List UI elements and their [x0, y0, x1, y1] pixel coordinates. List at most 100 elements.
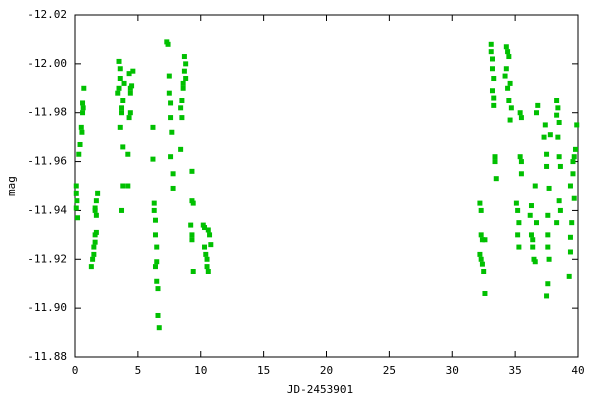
- x-tick-label: 0: [72, 364, 79, 377]
- data-point: [169, 129, 175, 135]
- data-point: [190, 200, 196, 206]
- data-point: [545, 232, 551, 238]
- data-point: [557, 163, 563, 169]
- data-point: [567, 249, 573, 255]
- data-point: [532, 183, 538, 189]
- data-point: [168, 154, 174, 160]
- data-point: [120, 144, 126, 150]
- data-point: [555, 105, 561, 111]
- data-point: [489, 66, 495, 72]
- data-point: [205, 269, 211, 274]
- data-point: [506, 98, 512, 103]
- data-point: [491, 76, 497, 82]
- data-point: [491, 102, 497, 108]
- data-point: [119, 207, 125, 213]
- data-point: [203, 251, 209, 257]
- data-point: [572, 146, 578, 152]
- data-point: [556, 198, 562, 204]
- data-point: [91, 251, 97, 257]
- x-tick-label: 5: [135, 364, 142, 377]
- data-point: [170, 171, 176, 177]
- y-tick-label: -11.92: [27, 252, 67, 265]
- data-point: [489, 88, 495, 94]
- data-point: [79, 129, 85, 135]
- data-point: [516, 220, 522, 226]
- data-point: [534, 110, 540, 116]
- data-point: [204, 256, 210, 262]
- data-point: [152, 217, 158, 223]
- data-point: [95, 190, 101, 196]
- data-point: [120, 183, 126, 189]
- data-point: [506, 54, 512, 60]
- data-point: [556, 154, 562, 160]
- data-point: [566, 273, 572, 279]
- data-point: [178, 105, 184, 111]
- data-point: [545, 281, 551, 287]
- data-point: [482, 237, 488, 243]
- data-point: [554, 220, 560, 226]
- data-point: [502, 73, 508, 79]
- data-point: [569, 220, 575, 226]
- data-point: [152, 264, 158, 270]
- data-point: [488, 49, 494, 55]
- data-point: [129, 83, 135, 89]
- data-point: [77, 141, 83, 147]
- data-point: [532, 259, 538, 265]
- data-point: [478, 256, 484, 262]
- data-point: [117, 124, 123, 130]
- data-point: [81, 85, 87, 91]
- data-point: [88, 264, 94, 270]
- data-point: [508, 105, 514, 111]
- data-point: [505, 49, 511, 55]
- data-point: [179, 115, 185, 121]
- data-point: [515, 232, 521, 238]
- data-point: [121, 80, 127, 86]
- data-point: [127, 110, 133, 116]
- data-point: [151, 200, 157, 206]
- data-point: [119, 110, 125, 116]
- data-point: [505, 85, 511, 91]
- data-point: [528, 203, 534, 209]
- data-point: [478, 207, 484, 213]
- data-point: [507, 80, 513, 86]
- data-point: [545, 212, 551, 218]
- data-point: [75, 215, 81, 221]
- data-point: [517, 110, 523, 116]
- data-point: [78, 124, 84, 130]
- data-point: [555, 134, 561, 140]
- data-point: [513, 200, 519, 206]
- y-tick-label: -11.96: [27, 155, 67, 168]
- x-tick-label: 35: [509, 364, 522, 377]
- data-point: [571, 195, 577, 201]
- data-point: [189, 237, 195, 243]
- data-point: [477, 200, 483, 206]
- data-point: [180, 85, 186, 91]
- x-axis-label: JD-2453901: [287, 383, 353, 396]
- data-point: [207, 232, 213, 238]
- y-tick-label: -11.88: [27, 350, 67, 363]
- data-point: [518, 115, 524, 121]
- data-point: [170, 185, 176, 191]
- x-tick-label: 30: [446, 364, 459, 377]
- data-point: [117, 76, 123, 82]
- data-point: [80, 110, 86, 116]
- data-point: [507, 117, 513, 123]
- data-point: [478, 232, 484, 238]
- data-point: [117, 66, 123, 72]
- data-point: [570, 159, 576, 165]
- data-point: [150, 156, 156, 162]
- x-tick-label: 20: [320, 364, 333, 377]
- data-point: [482, 290, 488, 296]
- data-point: [570, 171, 576, 177]
- data-point: [547, 132, 553, 138]
- data-point: [115, 90, 121, 96]
- data-point: [93, 229, 99, 235]
- data-point: [492, 154, 498, 160]
- data-point: [202, 225, 208, 231]
- y-tick-label: -12.00: [27, 57, 67, 70]
- data-point: [73, 190, 79, 196]
- data-point: [481, 269, 487, 274]
- data-point: [91, 244, 97, 250]
- data-point: [156, 325, 162, 331]
